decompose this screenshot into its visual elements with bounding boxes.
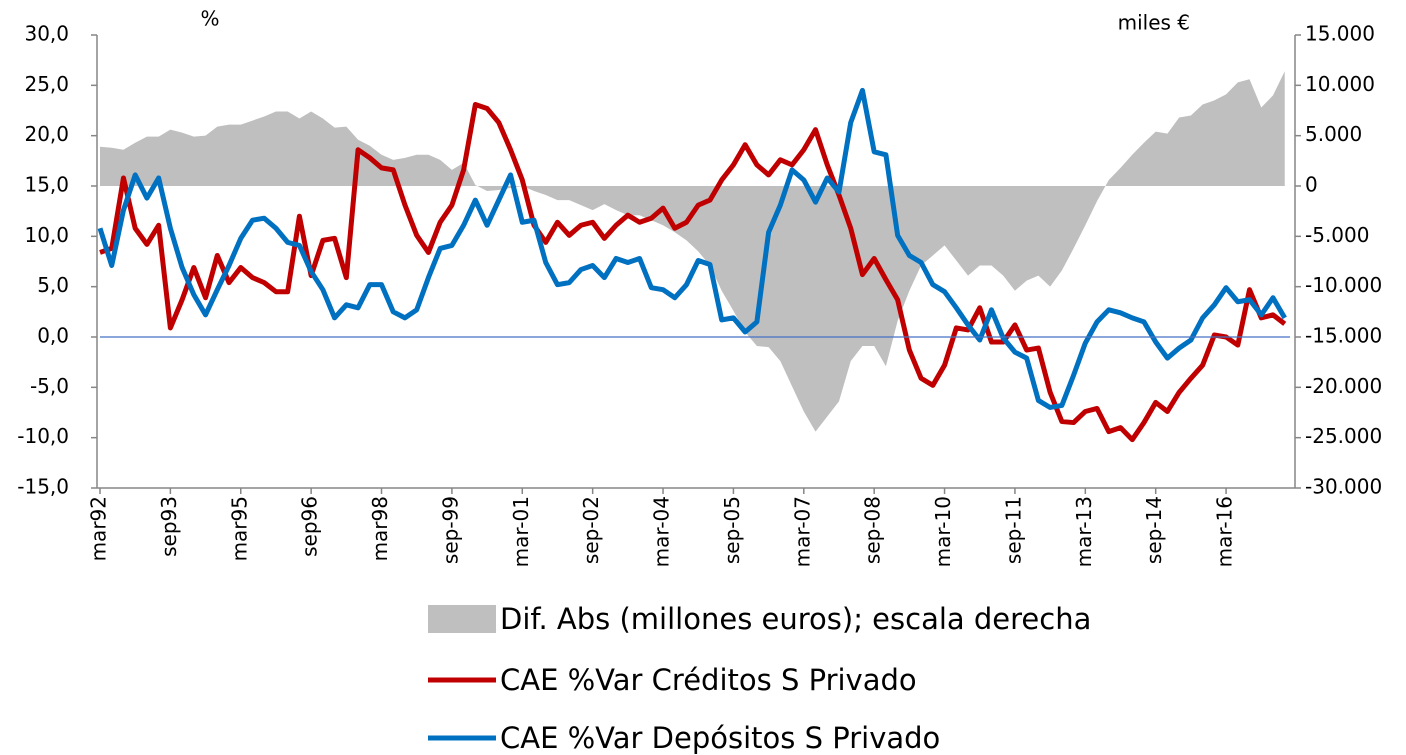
x-tick-label: sep-02: [579, 496, 603, 564]
y2-tick-label: 0: [1305, 173, 1318, 197]
y-tick-label: 25,0: [24, 72, 69, 96]
x-tick-label: mar-13: [1072, 496, 1096, 567]
area: [100, 71, 1285, 432]
y2-tick-label: -20.000: [1305, 374, 1382, 398]
legend-label: CAE %Var Depósitos S Privado: [500, 721, 940, 755]
y2-tick-label: 10.000: [1305, 72, 1375, 96]
x-tick-label: mar-04: [650, 496, 674, 567]
line: [97, 87, 1287, 410]
y2-tick-label: -25.000: [1305, 424, 1382, 448]
x-tick-label: mar98: [368, 496, 392, 561]
y-axis-label: %: [200, 7, 219, 31]
x-tick-label: mar-07: [790, 496, 814, 567]
x-tick-label: sep96: [298, 496, 322, 557]
y-tick-label: 30,0: [24, 22, 69, 46]
legend-swatch: [428, 605, 496, 633]
y-tick-label: -5,0: [30, 374, 69, 398]
y-tick-label: 5,0: [37, 273, 69, 297]
x-tick-label: sep-05: [720, 496, 744, 564]
y-tick-label: 0,0: [37, 324, 69, 348]
x-tick-label: sep-14: [1142, 496, 1166, 564]
y2-axis-label: miles €: [1118, 11, 1190, 35]
y2-tick-label: -5.000: [1305, 223, 1369, 247]
y-tick-label: -15,0: [17, 475, 69, 499]
x-tick-label: sep93: [157, 496, 181, 557]
x-tick-label: mar-01: [509, 496, 533, 567]
x-tick-label: sep-08: [861, 496, 885, 564]
legend-label: Dif. Abs (millones euros); escala derech…: [500, 602, 1091, 636]
y-tick-label: 20,0: [24, 122, 69, 146]
x-tick-label: mar92: [87, 496, 111, 561]
x-tick-label: mar95: [227, 496, 251, 561]
x-tick-label: mar-16: [1213, 496, 1237, 567]
legend-label: CAE %Var Créditos S Privado: [500, 663, 917, 697]
y2-tick-label: -15.000: [1305, 324, 1382, 348]
y2-tick-label: -30.000: [1305, 475, 1382, 499]
y-tick-label: -10,0: [17, 424, 69, 448]
x-tick-label: sep-99: [438, 496, 462, 564]
line: [99, 101, 1287, 443]
y-tick-label: 10,0: [24, 223, 69, 247]
y2-tick-label: -10.000: [1305, 273, 1382, 297]
x-tick-label: sep-11: [1001, 496, 1025, 564]
y2-tick-label: 15.000: [1305, 22, 1375, 46]
y2-tick-label: 5.000: [1305, 122, 1362, 146]
x-tick-label: mar-10: [931, 496, 955, 567]
y-tick-label: 15,0: [24, 173, 69, 197]
